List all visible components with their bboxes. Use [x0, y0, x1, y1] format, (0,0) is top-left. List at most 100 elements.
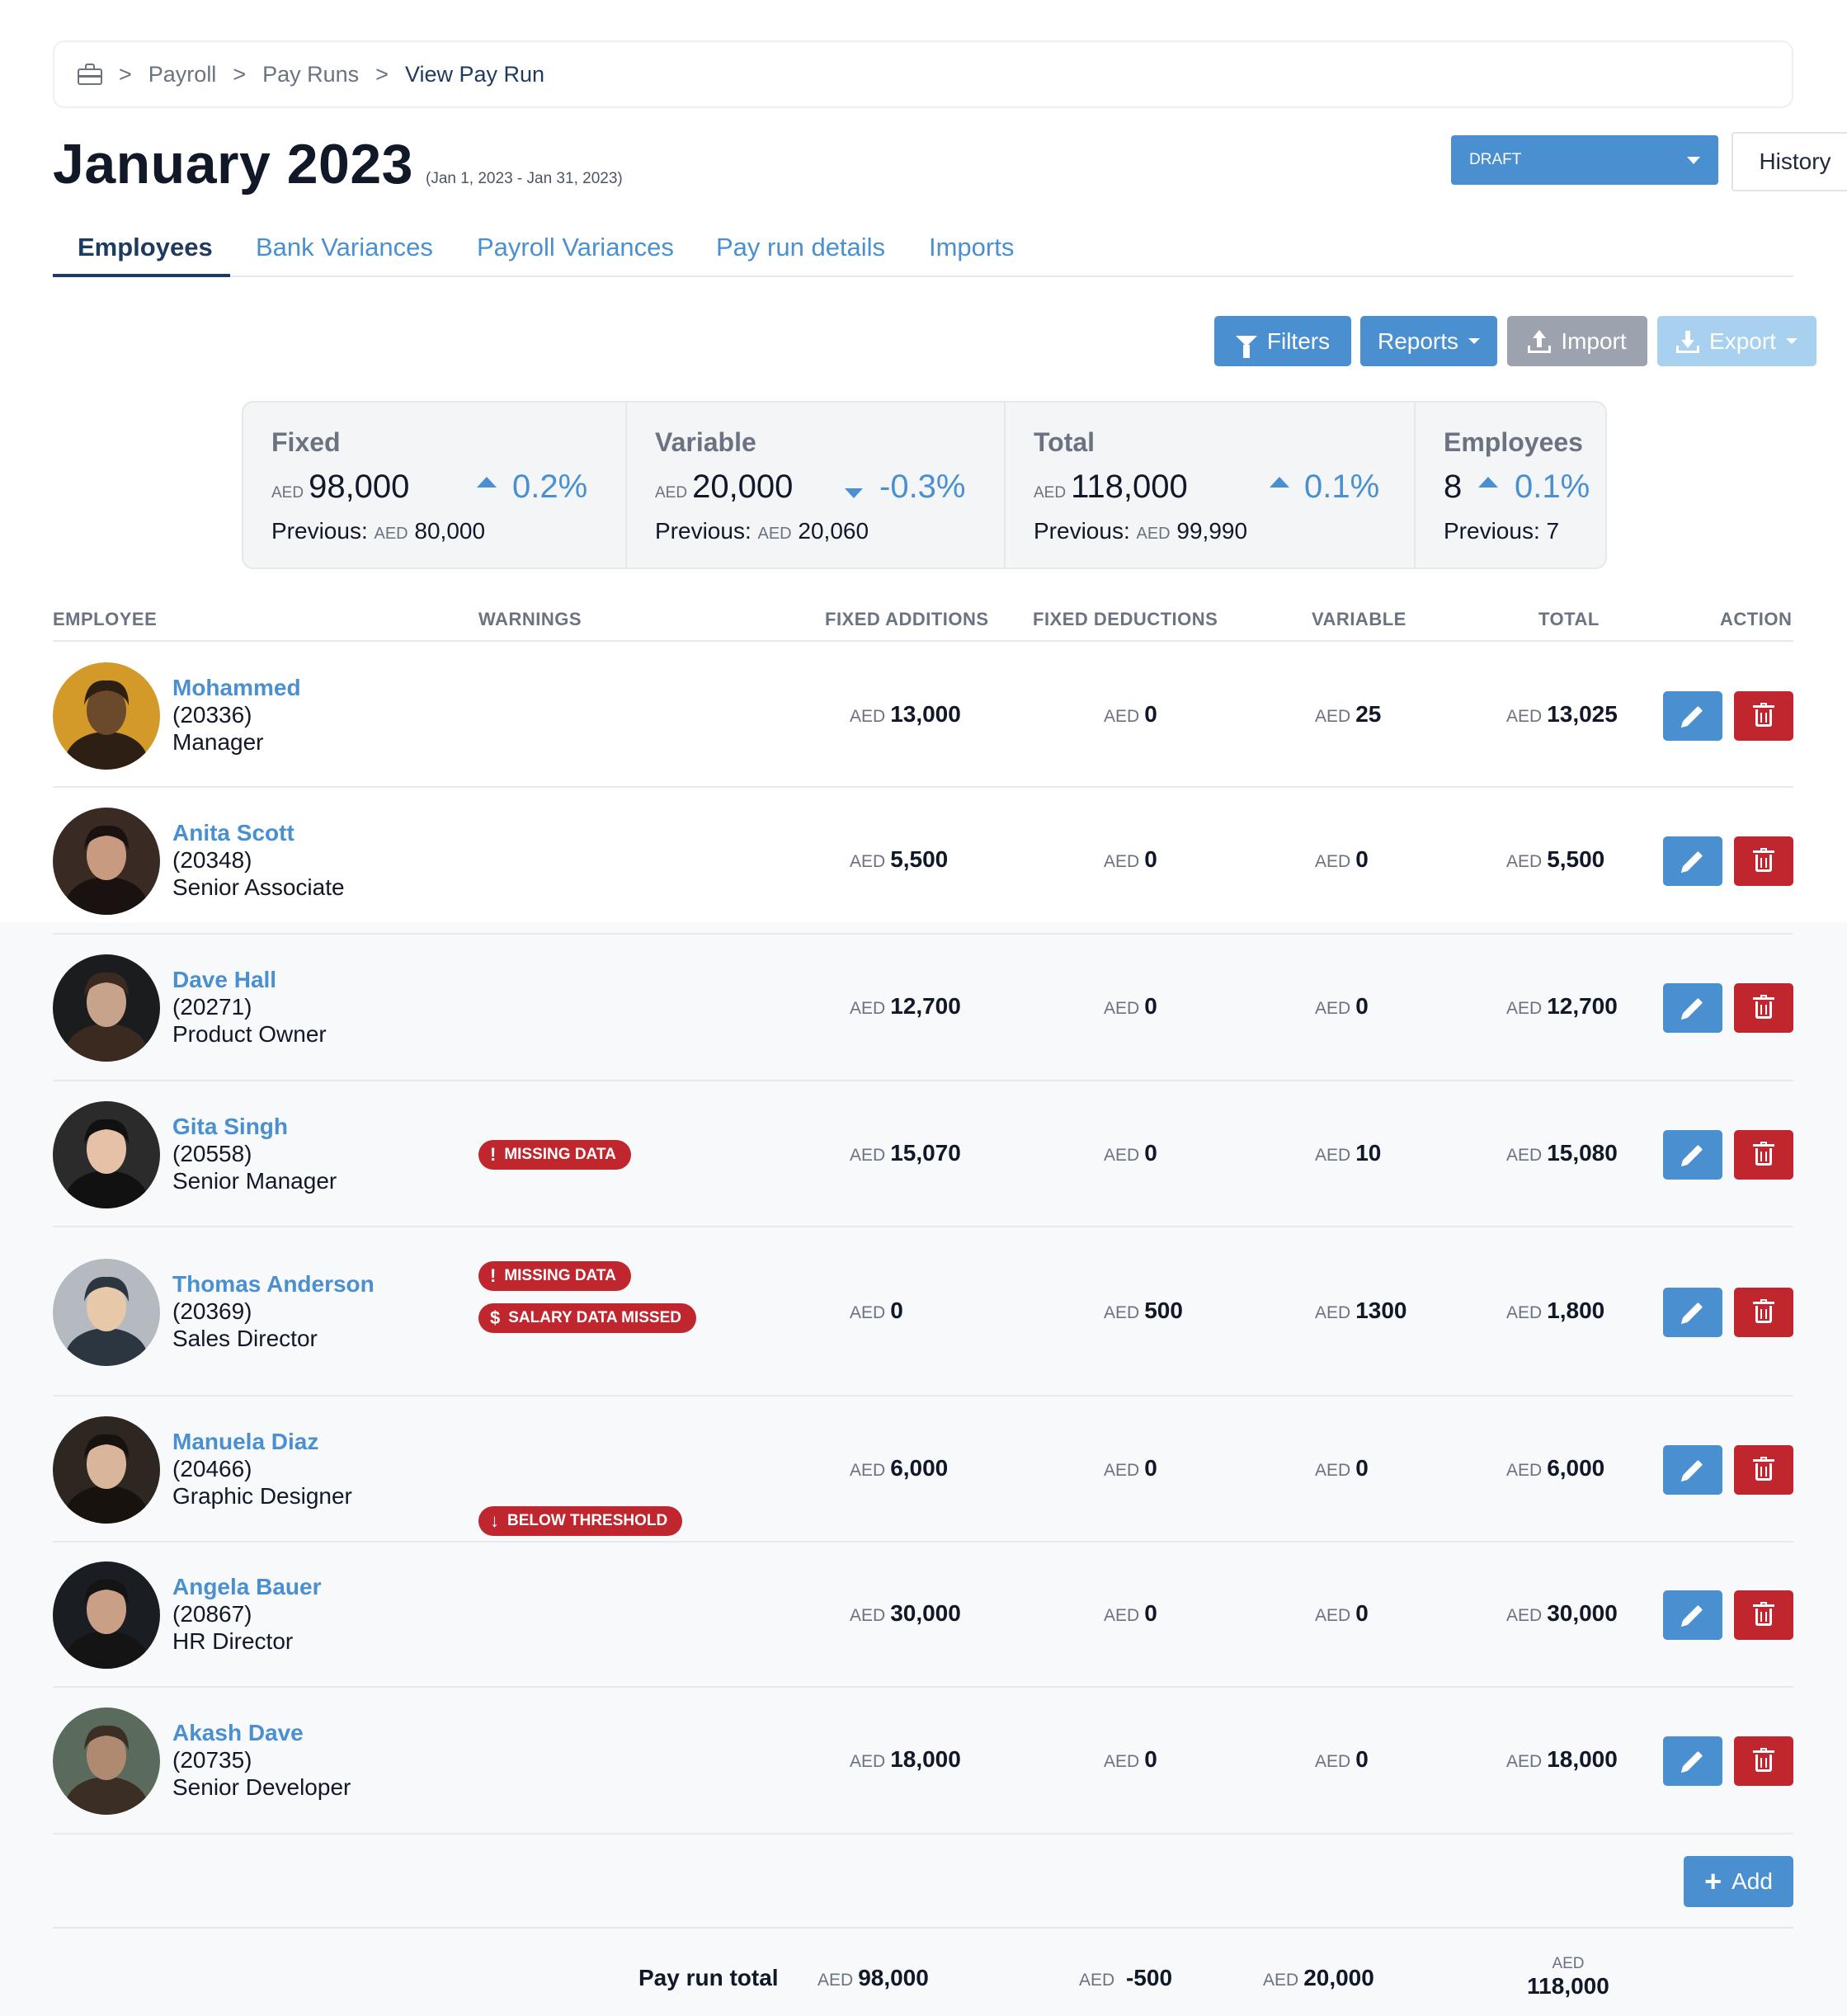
delete-button[interactable]: [1734, 1287, 1793, 1337]
cell-fixed-additions: AED 5,500: [850, 846, 949, 872]
table-row: Anita Scott (20348) Senior Associate AED 5,5…: [53, 788, 1793, 935]
pencil-icon: [1682, 997, 1703, 1019]
employee-id: (20867): [172, 1601, 252, 1627]
employee-name-link[interactable]: Gita Singh: [172, 1113, 288, 1139]
pay-run-total-label: Pay run total: [638, 1965, 779, 1990]
cell-total: AED 1,800: [1506, 1297, 1605, 1323]
filters-button[interactable]: Filters: [1214, 316, 1351, 366]
reports-button[interactable]: Reports: [1360, 316, 1497, 366]
cell-variable: AED 0: [1315, 846, 1369, 872]
warning-badge[interactable]: $ SALARY DATA MISSED: [478, 1302, 696, 1333]
arrow-up-icon: [477, 477, 497, 488]
col-employee[interactable]: EMPLOYEE: [53, 609, 158, 629]
date-range: (Jan 1, 2023 - Jan 31, 2023): [426, 170, 623, 187]
avatar: [53, 1258, 160, 1366]
export-button[interactable]: Export: [1657, 316, 1816, 366]
trash-icon: [1753, 1748, 1774, 1772]
tab-imports[interactable]: Imports: [929, 233, 1015, 261]
import-label: Import: [1561, 327, 1627, 354]
delete-button[interactable]: [1734, 690, 1793, 741]
edit-button[interactable]: [1663, 836, 1722, 886]
add-employee-button[interactable]: + Add: [1684, 1856, 1793, 1907]
delete-button[interactable]: [1734, 1129, 1793, 1180]
employee-role: Senior Associate: [172, 874, 345, 900]
avatar: [53, 808, 160, 915]
tab-bar: Employees Bank Variances Payroll Varianc…: [53, 228, 1793, 277]
trash-icon: [1753, 995, 1774, 1019]
cell-fixed-additions: AED 6,000: [850, 1454, 949, 1481]
exclamation-icon: !: [490, 1265, 497, 1286]
status-value: DRAFT: [1469, 151, 1522, 168]
summary-previous: Previous: 7: [1444, 518, 1560, 544]
employee-role: Senior Developer: [172, 1774, 351, 1800]
avatar: [53, 1561, 160, 1669]
employee-name-link[interactable]: Dave Hall: [172, 967, 277, 992]
employee-name-link[interactable]: Anita Scott: [172, 820, 294, 845]
caret-down-icon: [1785, 338, 1798, 344]
delete-button[interactable]: [1734, 1736, 1793, 1786]
summary-previous: Previous: AED 80,000: [271, 518, 486, 544]
warning-badge[interactable]: ! MISSING DATA: [478, 1139, 631, 1170]
edit-button[interactable]: [1663, 1590, 1722, 1640]
status-dropdown[interactable]: DRAFT: [1451, 135, 1718, 185]
table-row: Mohammed (20336) Manager AED 13,000 AED 0 AED 25…: [53, 643, 1793, 788]
edit-button[interactable]: [1663, 1129, 1722, 1180]
arrow-up-icon: [1478, 477, 1498, 488]
delete-button[interactable]: [1734, 1444, 1793, 1495]
trash-icon: [1753, 1602, 1774, 1626]
col-variable[interactable]: VARIABLE: [1312, 609, 1406, 629]
trash-icon: [1753, 1298, 1774, 1323]
trash-icon: [1753, 702, 1774, 727]
summary-value: AED 20,000: [655, 469, 794, 505]
employee-name-link[interactable]: Angela Bauer: [172, 1574, 322, 1599]
summary-variable: Variable AED 20,000 -0.3% Previous: AED 2…: [625, 403, 1004, 568]
edit-button[interactable]: [1663, 690, 1722, 741]
cell-fixed-deductions: AED 0: [1104, 1454, 1157, 1481]
employee-name-link[interactable]: Manuela Diaz: [172, 1428, 319, 1454]
cell-fixed-additions: AED 15,070: [850, 1139, 961, 1166]
summary-change: 0.2%: [512, 469, 588, 505]
delete-button[interactable]: [1734, 983, 1793, 1033]
briefcase-icon[interactable]: [78, 64, 102, 85]
cell-fixed-deductions: AED 500: [1104, 1297, 1183, 1323]
footer-fixed-additions: AED 98,000: [817, 1965, 929, 1990]
summary-label: Total: [1034, 427, 1095, 457]
edit-button[interactable]: [1663, 1287, 1722, 1337]
col-fixed-deductions[interactable]: FIXED DEDUCTIONS: [1033, 609, 1218, 629]
delete-button[interactable]: [1734, 1590, 1793, 1640]
exclamation-icon: !: [490, 1143, 497, 1165]
col-fixed-additions[interactable]: FIXED ADDITIONS: [825, 609, 989, 629]
tab-bank-variances[interactable]: Bank Variances: [256, 233, 433, 261]
employee-name-link[interactable]: Mohammed: [172, 674, 301, 700]
upload-icon: [1528, 329, 1552, 353]
edit-button[interactable]: [1663, 1736, 1722, 1786]
edit-button[interactable]: [1663, 983, 1722, 1033]
chevron-right-icon: >: [119, 61, 132, 87]
delete-button[interactable]: [1734, 836, 1793, 886]
cell-fixed-additions: AED 13,000: [850, 700, 961, 727]
summary-previous: Previous: AED 99,990: [1034, 518, 1248, 544]
cell-total: AED 15,080: [1506, 1139, 1618, 1166]
warning-badge[interactable]: ↓ BELOW THRESHOLD: [478, 1505, 683, 1536]
employee-name-link[interactable]: Akash Dave: [172, 1720, 304, 1745]
warning-badge[interactable]: ! MISSING DATA: [478, 1260, 631, 1291]
import-button[interactable]: Import: [1507, 316, 1647, 366]
cell-variable: AED 0: [1315, 993, 1369, 1019]
breadcrumb-pay-runs[interactable]: Pay Runs: [262, 61, 360, 87]
col-warnings[interactable]: WARNINGS: [478, 609, 582, 629]
col-total[interactable]: TOTAL: [1538, 609, 1600, 629]
tab-payroll-variances[interactable]: Payroll Variances: [477, 233, 674, 261]
employee-name-link[interactable]: Thomas Anderson: [172, 1270, 375, 1297]
cell-fixed-deductions: AED 0: [1104, 1600, 1157, 1626]
edit-button[interactable]: [1663, 1444, 1722, 1495]
tab-pay-run-details[interactable]: Pay run details: [716, 233, 886, 261]
history-button[interactable]: History: [1732, 132, 1847, 191]
summary-fixed: Fixed AED 98,000 0.2% Previous: AED 80,00…: [243, 403, 625, 568]
cell-total: AED 12,700: [1506, 993, 1618, 1019]
tab-employees[interactable]: Employees: [78, 233, 213, 261]
breadcrumb-payroll[interactable]: Payroll: [148, 61, 217, 87]
employee-role: HR Director: [172, 1628, 294, 1654]
caret-down-icon: [1687, 157, 1700, 164]
caret-down-icon: [1468, 338, 1481, 344]
arrow-down-icon: ↓: [490, 1510, 499, 1531]
